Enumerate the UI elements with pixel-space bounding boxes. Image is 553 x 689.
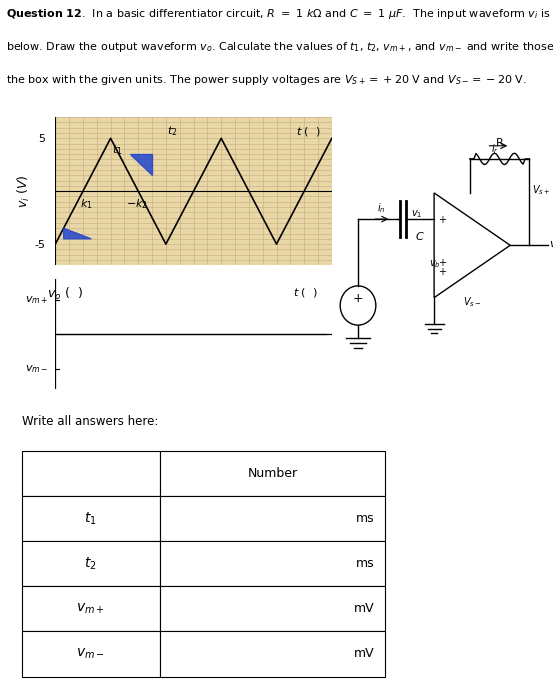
Text: $t_1$: $t_1$	[112, 143, 123, 157]
Bar	[160, 586, 385, 631]
Y-axis label: $v_i\ (V)$: $v_i\ (V)$	[15, 174, 32, 208]
Text: Number: Number	[247, 466, 298, 480]
Bar	[22, 586, 160, 631]
Bar	[22, 496, 160, 541]
Bar	[22, 451, 160, 496]
Text: $v_{m+}$: $v_{m+}$	[25, 294, 49, 306]
Bar	[22, 631, 160, 677]
Text: $v_{m-}$: $v_{m-}$	[76, 647, 105, 661]
Bar	[160, 496, 385, 541]
Text: $+$: $+$	[437, 266, 447, 277]
Text: $t_2$: $t_2$	[85, 555, 97, 572]
Text: $v_{m+}$: $v_{m+}$	[76, 601, 105, 616]
Text: $t\ (\ \ )$: $t\ (\ \ )$	[293, 286, 318, 299]
Text: ms: ms	[356, 557, 374, 570]
Polygon shape	[64, 228, 91, 239]
Text: Write all answers here:: Write all answers here:	[22, 415, 158, 428]
Text: $+$: $+$	[437, 257, 447, 268]
Bar	[22, 541, 160, 586]
Text: $v_o$: $v_o$	[550, 239, 553, 251]
Polygon shape	[130, 154, 152, 175]
Text: $v_1$: $v_1$	[411, 209, 422, 220]
Text: $C$: $C$	[415, 230, 425, 242]
Text: $i_n$: $i_n$	[377, 201, 385, 215]
Text: below. Draw the output waveform $v_o$. Calculate the values of $t_1$, $t_2$, $v_: below. Draw the output waveform $v_o$. C…	[6, 40, 553, 54]
Text: the box with the given units. The power supply voltages are $V_{S+}=+20\ \mathrm: the box with the given units. The power …	[6, 73, 526, 87]
Text: $-k_2$: $-k_2$	[126, 198, 148, 212]
Bar	[160, 631, 385, 677]
Text: $k_1$: $k_1$	[80, 198, 93, 212]
Text: $v_{m-}$: $v_{m-}$	[25, 362, 49, 375]
Text: +: +	[353, 292, 363, 305]
Text: mV: mV	[353, 648, 374, 661]
Bar	[160, 451, 385, 496]
Text: $v_o\ (\ \ )$: $v_o\ (\ \ )$	[47, 286, 83, 302]
Bar	[160, 541, 385, 586]
Text: $\bf{Question\ 12}$.  In a basic differentiator circuit, $R\ =\ 1\ k\Omega$ and : $\bf{Question\ 12}$. In a basic differen…	[6, 7, 553, 21]
Text: mV: mV	[353, 602, 374, 615]
Text: $t\ (\ \ )$: $t\ (\ \ )$	[296, 125, 321, 138]
Text: $v_b$: $v_b$	[429, 258, 441, 270]
Text: $V_{s-}$: $V_{s-}$	[463, 296, 481, 309]
Text: $+$: $+$	[437, 214, 447, 225]
Text: $t_2$: $t_2$	[167, 125, 178, 138]
Text: $i_r$: $i_r$	[491, 143, 499, 156]
Text: R: R	[495, 138, 503, 148]
Text: ms: ms	[356, 512, 374, 525]
Text: $V_{s+}$: $V_{s+}$	[531, 183, 550, 197]
Text: $t_1$: $t_1$	[85, 510, 97, 526]
